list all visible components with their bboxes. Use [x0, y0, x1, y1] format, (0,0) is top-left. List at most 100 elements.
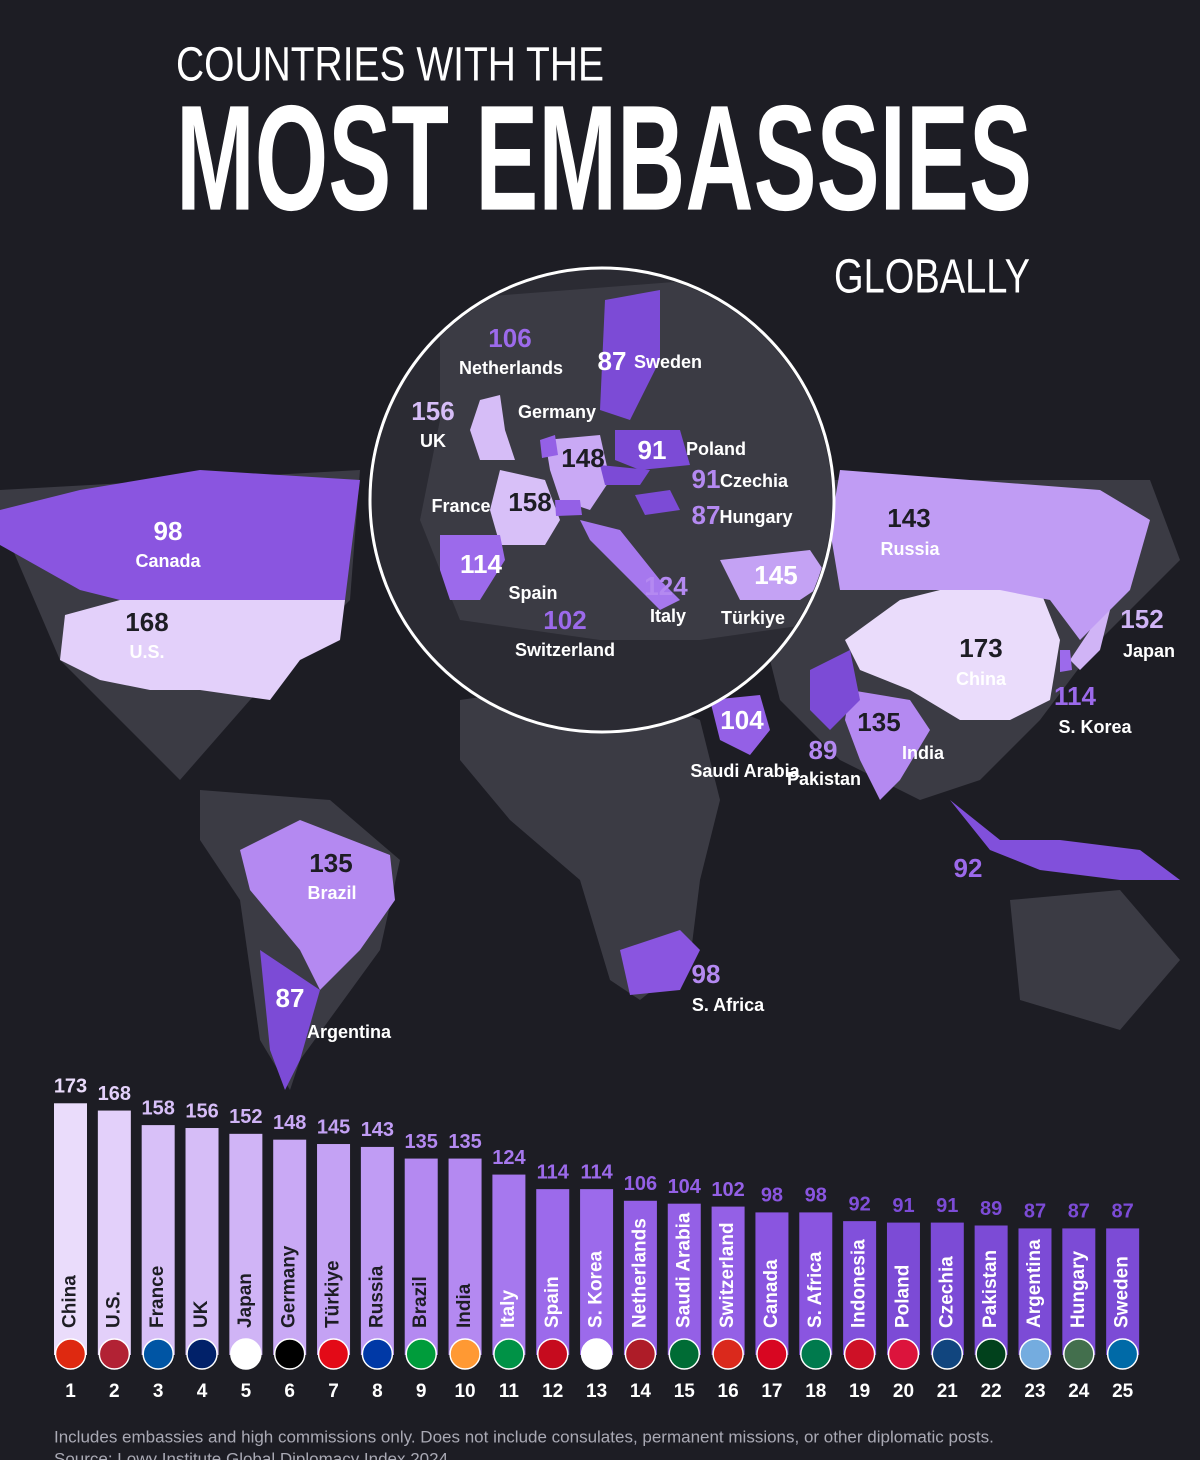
- map-value-label: 145: [754, 560, 797, 590]
- rank-label: 18: [805, 1381, 826, 1402]
- bar-category-label: S. Korea: [586, 1250, 607, 1328]
- bar-value-label: 152: [229, 1106, 262, 1128]
- flag: [580, 1338, 613, 1370]
- map-country-label: S. Korea: [1058, 717, 1132, 737]
- rank-label: 12: [542, 1381, 563, 1402]
- bar: [886, 1222, 920, 1355]
- flag: [1063, 1338, 1095, 1370]
- bar-value-label: 92: [848, 1193, 870, 1215]
- bar: [930, 1222, 964, 1355]
- rank-label: 5: [241, 1381, 252, 1402]
- bar: [623, 1200, 657, 1355]
- rank-label: 14: [630, 1381, 652, 1402]
- bar-value-label: 143: [361, 1119, 394, 1141]
- map-country-label: Germany: [518, 402, 596, 422]
- countries: [0, 470, 1180, 1090]
- rank-label: 23: [1024, 1381, 1045, 1402]
- bar-category-label: Saudi Arabia: [673, 1212, 694, 1328]
- flag: [186, 1338, 218, 1370]
- bar: [360, 1146, 394, 1355]
- country-shape: [60, 600, 345, 700]
- bar-value-label: 156: [185, 1100, 218, 1122]
- bar-value-label: 145: [317, 1116, 350, 1138]
- flag: [887, 1338, 920, 1370]
- bar: [799, 1212, 833, 1355]
- bar-value-label: 168: [98, 1083, 131, 1105]
- africa: [460, 680, 720, 1000]
- country-shape: [555, 500, 582, 516]
- flag: [712, 1338, 744, 1370]
- bar: [317, 1144, 351, 1355]
- bar: [273, 1139, 307, 1355]
- flag: [405, 1338, 437, 1370]
- rank-label: 17: [761, 1381, 782, 1402]
- bar-value-label: 91: [892, 1195, 914, 1217]
- bar: [229, 1133, 263, 1355]
- bar-category-label: Germany: [279, 1245, 300, 1328]
- title: MOST EMBASSIES: [176, 74, 1032, 242]
- country-shape: [845, 690, 930, 800]
- bar-category-label: Switzerland: [717, 1222, 738, 1328]
- bar: [1018, 1228, 1052, 1355]
- country-shape: [830, 470, 1150, 640]
- country-shape: [490, 470, 560, 545]
- flag: [361, 1338, 394, 1370]
- bar-value-label: 104: [668, 1176, 702, 1198]
- map-value-label: 104: [720, 705, 764, 735]
- footnote: Includes embassies and high commissions …: [54, 1427, 994, 1446]
- country-shape: [615, 430, 690, 470]
- map-value-label: 135: [857, 707, 900, 737]
- map-value-label: 92: [954, 853, 983, 883]
- rank-label: 25: [1112, 1381, 1134, 1402]
- title-top: COUNTRIES WITH THE: [176, 39, 604, 92]
- country-shape: [1060, 650, 1072, 672]
- flag: [1106, 1338, 1139, 1370]
- map-country-label: China: [956, 669, 1007, 689]
- map-value-label: 98: [692, 959, 721, 989]
- bar: [536, 1189, 570, 1355]
- inset-map: [420, 280, 832, 640]
- flag: [975, 1338, 1007, 1370]
- title-bottom: GLOBALLY: [834, 251, 1030, 304]
- rank-label: 11: [499, 1381, 520, 1402]
- bar-category-label: Brazil: [410, 1276, 431, 1328]
- source: Source: Lowy Institute Global Diplomacy …: [54, 1449, 448, 1460]
- country-shape: [545, 435, 610, 510]
- rank-label: 6: [284, 1381, 295, 1402]
- country-shape: [710, 695, 770, 755]
- flag: [493, 1338, 525, 1370]
- rank-label: 24: [1068, 1381, 1090, 1402]
- bar-value-label: 114: [537, 1161, 570, 1183]
- bar: [404, 1158, 438, 1355]
- bar: [580, 1189, 614, 1355]
- rank-label: 15: [674, 1381, 696, 1402]
- bar-category-label: Netherlands: [629, 1218, 650, 1328]
- bar-value-label: 91: [936, 1195, 958, 1217]
- bar-category-label: Poland: [892, 1265, 913, 1328]
- flag: [668, 1338, 701, 1370]
- bar: [492, 1174, 526, 1355]
- map-value-label: 89: [809, 735, 838, 765]
- map-country-label: Türkiye: [721, 608, 785, 628]
- map-country-label: Poland: [686, 439, 746, 459]
- bar-category-label: UK: [191, 1300, 212, 1328]
- map-value-label: 87: [598, 346, 627, 376]
- bar-value-label: 124: [492, 1147, 526, 1169]
- country-shape: [540, 435, 558, 458]
- flag: [449, 1338, 481, 1370]
- flag: [800, 1338, 832, 1370]
- map-value-label: 124: [644, 571, 688, 601]
- bar: [1062, 1228, 1096, 1355]
- map-country-label: Argentina: [307, 1022, 392, 1042]
- rank-label: 3: [153, 1381, 164, 1402]
- map-value-label: 102: [543, 605, 586, 635]
- map-value-label: 91: [692, 464, 721, 494]
- bar-value-label: 98: [761, 1185, 783, 1207]
- map-value-label: 98: [154, 516, 183, 546]
- flag: [931, 1338, 964, 1370]
- rank-label: 22: [981, 1381, 1002, 1402]
- rank-label: 1: [65, 1381, 76, 1402]
- country-shape: [240, 820, 395, 990]
- bar-value-label: 87: [1068, 1201, 1090, 1223]
- map-value-label: 158: [508, 487, 551, 517]
